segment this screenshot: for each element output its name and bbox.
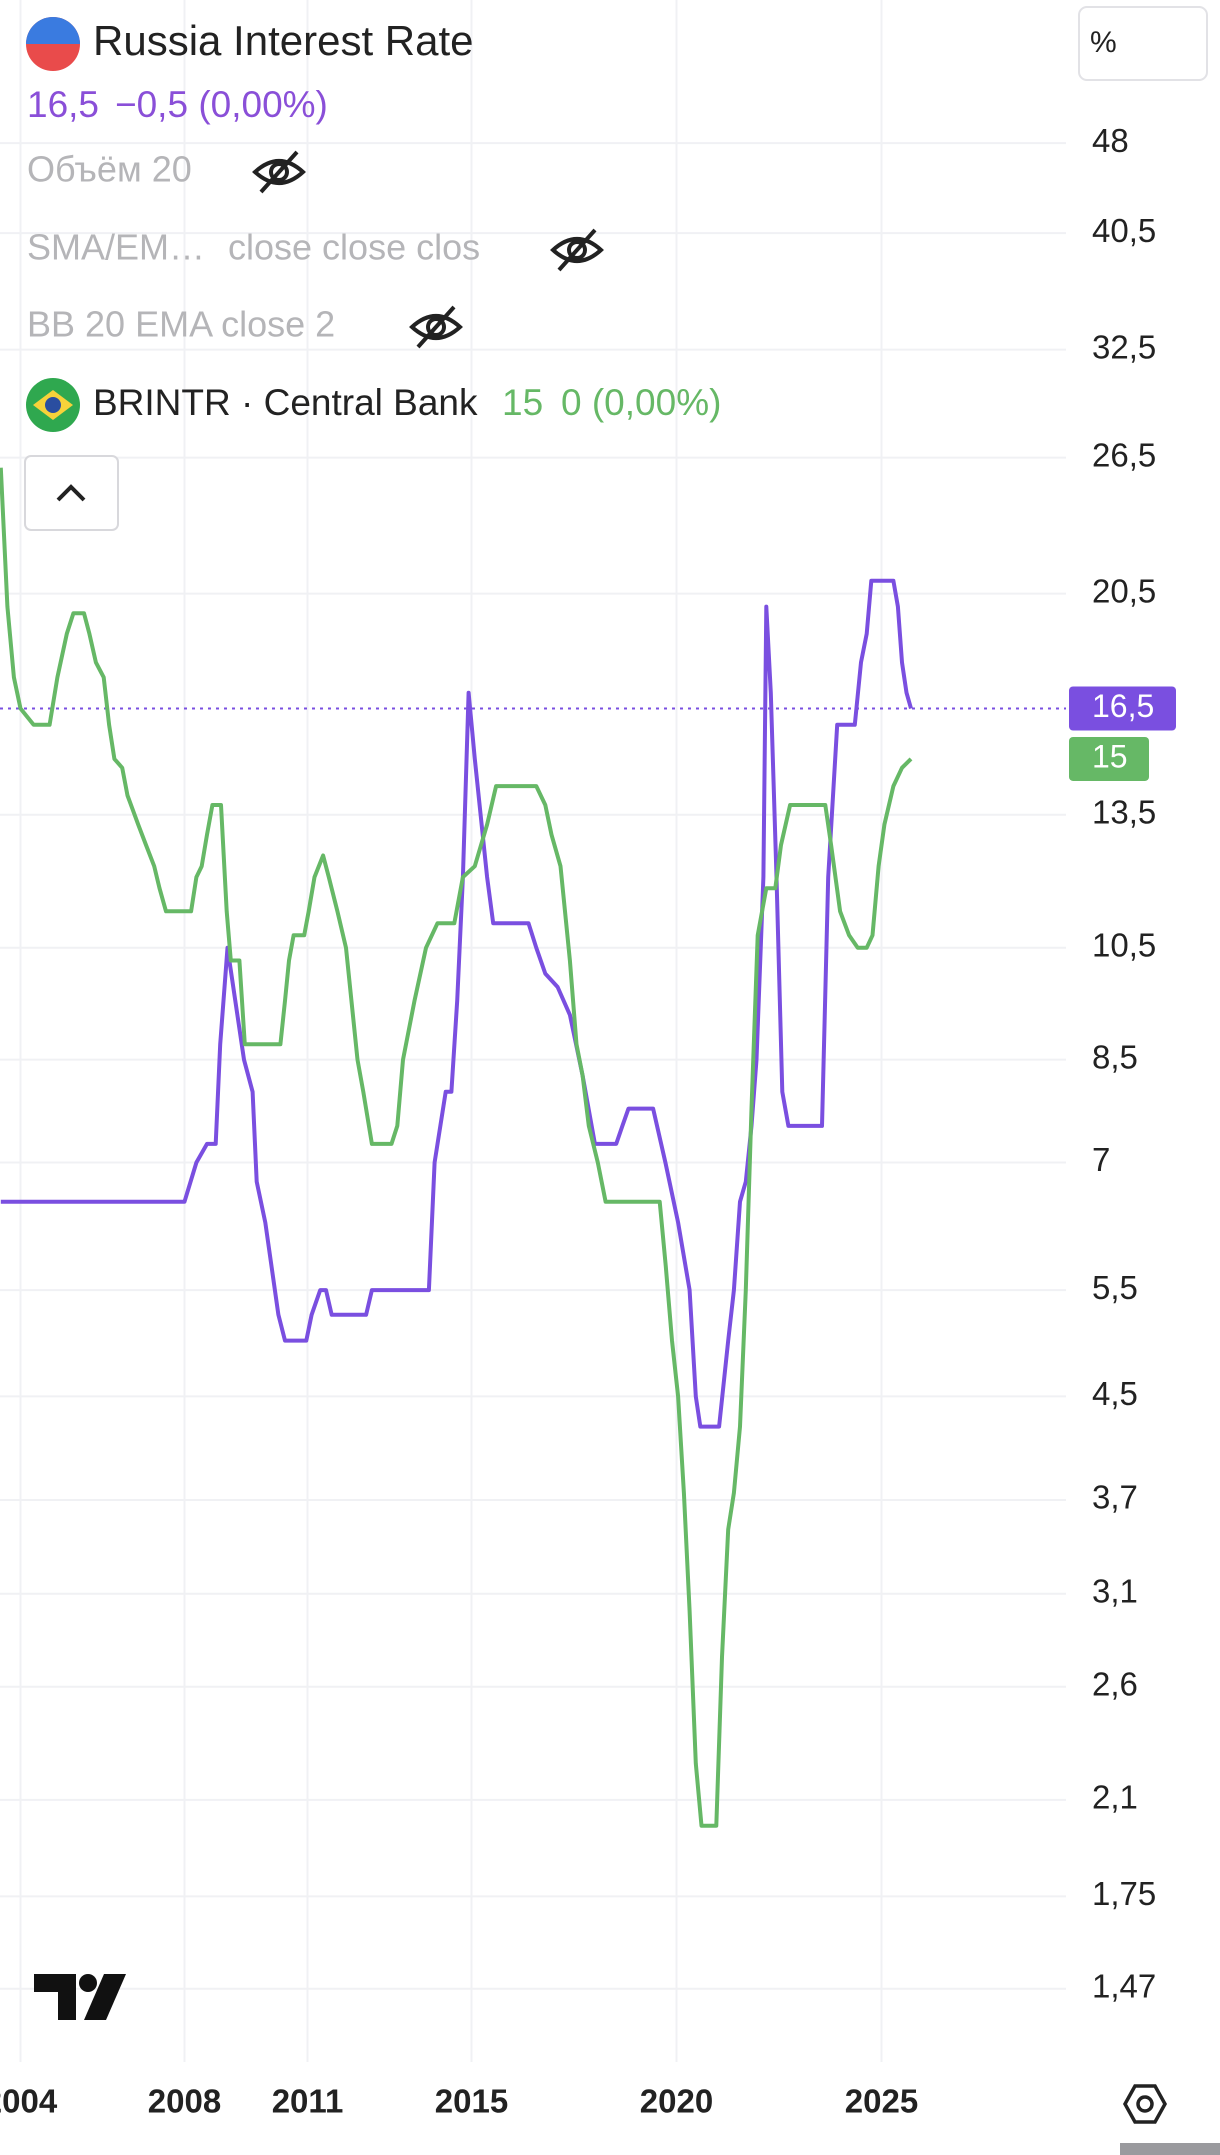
last-value: 16,5: [27, 84, 99, 125]
grid: [0, 0, 1066, 2062]
y-tick-label: 26,5: [1092, 436, 1156, 473]
y-tick-label: 4,5: [1092, 1375, 1138, 1412]
collapse-button[interactable]: [24, 455, 119, 531]
last-value: 15: [502, 382, 543, 423]
y-tick-label: 20,5: [1092, 572, 1156, 609]
y-tick-label: 3,7: [1092, 1479, 1138, 1516]
series-title: Russia Interest Rate: [93, 17, 474, 64]
y-tick-label: 2,6: [1092, 1666, 1138, 1703]
scale-label: %: [1090, 26, 1117, 59]
axes: 48 40,5 32,5 26,5 20,5 13,5 10,5 8,5 7 5,5 4,5 3,7 3…: [0, 122, 1176, 2120]
settings-button[interactable]: [1122, 2084, 1168, 2124]
y-tick-label: 7: [1092, 1141, 1110, 1178]
x-tick-label: 2011: [272, 2083, 344, 2120]
x-tick-label: 2008: [148, 2083, 221, 2120]
y-tick-label: 48: [1092, 122, 1129, 159]
hidden-icon[interactable]: [409, 305, 463, 349]
indicator-params[interactable]: close close clos: [228, 227, 480, 268]
indicator[interactable]: BB 20 EMA close 2: [27, 304, 335, 345]
y-tick-label: 8,5: [1092, 1038, 1138, 1075]
change: 0 (0,00%): [561, 382, 721, 423]
russia-flag: [26, 17, 80, 71]
brazil-flag: [26, 378, 80, 432]
y-tick-label: 2,1: [1092, 1779, 1138, 1816]
x-tick-label: 2025: [845, 2083, 918, 2120]
y-tick-label: 1,47: [1092, 1967, 1156, 2004]
series-line: [0, 467, 913, 1828]
x-tick-label: 2020: [640, 2083, 713, 2120]
y-tick-label: 10,5: [1092, 927, 1156, 964]
hidden-icon[interactable]: [550, 228, 604, 272]
price-badge-label: 15: [1092, 738, 1128, 774]
indicator[interactable]: Объём 20: [27, 149, 192, 190]
plot-area: [0, 467, 913, 1828]
price-badge: [1069, 736, 1149, 781]
x-tick-label: 2004: [0, 2083, 58, 2120]
indicator[interactable]: SMA/EM…: [27, 227, 205, 268]
y-tick-label: 3,1: [1092, 1572, 1138, 1609]
series-title: BRINTR · Central Bank: [93, 382, 478, 423]
legend: Russia Interest Rate 16,5 −0,5 (0,00%) О…: [24, 17, 721, 531]
y-tick-label: 40,5: [1092, 212, 1156, 249]
change: −0,5 (0,00%): [115, 84, 328, 125]
hidden-icon[interactable]: [252, 150, 306, 194]
price-badge: [1069, 686, 1176, 731]
x-tick-label: 2015: [435, 2083, 508, 2120]
scale-button[interactable]: %: [1078, 6, 1208, 81]
y-tick-label: 1,75: [1092, 1875, 1156, 1912]
y-tick-label: 5,5: [1092, 1269, 1138, 1306]
y-tick-label: 13,5: [1092, 793, 1156, 830]
y-tick-label: 32,5: [1092, 328, 1156, 365]
price-badge-label: 16,5: [1092, 688, 1154, 724]
logo[interactable]: [34, 1974, 126, 2020]
scrollbar: [1120, 2143, 1220, 2155]
